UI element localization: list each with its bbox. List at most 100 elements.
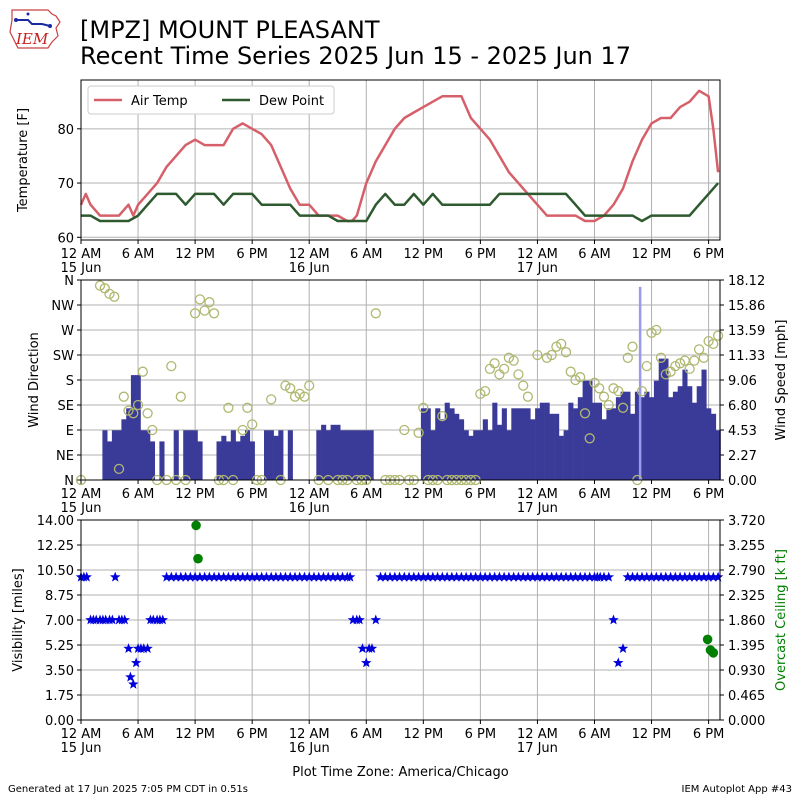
x-tick-label-vis: 6 AM xyxy=(578,727,611,742)
wind-speed-bar xyxy=(368,430,374,480)
visibility-point xyxy=(347,614,359,625)
wind-speed-bar xyxy=(592,402,598,480)
visibility-point xyxy=(170,571,182,582)
visibility-point xyxy=(532,571,543,582)
wind-speed-bar xyxy=(126,408,132,480)
visibility-point xyxy=(354,614,365,625)
y-tick-label-vis: 14.00 xyxy=(37,514,74,529)
x-tick-label-vis: 6 PM xyxy=(465,727,496,742)
visibility-point xyxy=(608,614,619,625)
visibility-point xyxy=(418,571,429,582)
visibility-point xyxy=(337,571,348,582)
wind-direction-point xyxy=(137,366,148,377)
visibility-point xyxy=(318,571,329,582)
wind-direction-point xyxy=(641,360,652,372)
wind-speed-bar xyxy=(335,424,341,480)
wind-direction-point xyxy=(532,349,543,361)
x-tick-label-wind: 12 PM xyxy=(403,487,443,502)
visibility-point xyxy=(123,643,134,653)
wind-speed-bar xyxy=(653,380,659,480)
x-axis-label: Plot Time Zone: America/Chicago xyxy=(292,765,508,780)
visibility-point xyxy=(361,657,372,668)
visibility-point xyxy=(427,571,439,582)
visibility-point xyxy=(213,571,225,582)
x-tick-label-vis: 12 PM xyxy=(175,727,215,742)
wind-direction-point xyxy=(484,363,496,375)
y2-tick-label-ceiling: 0.465 xyxy=(728,689,765,704)
legend-box xyxy=(87,85,335,115)
visibility-point xyxy=(646,571,657,582)
y2-tick-label-ceiling: 2.790 xyxy=(728,564,765,579)
wind-speed-bar xyxy=(111,430,117,480)
wind-direction-point xyxy=(560,347,572,358)
y2-tick-label-wind-speed: 6.80 xyxy=(728,399,757,414)
wind-speed-bar xyxy=(440,419,446,480)
wind-speed-bar xyxy=(696,386,702,480)
y2-tick-label-ceiling: 2.325 xyxy=(728,589,765,604)
wind-direction-point xyxy=(708,338,719,350)
visibility-point xyxy=(294,571,305,582)
y2-tick-label-ceiling: 3.720 xyxy=(728,514,765,529)
wind-speed-bar xyxy=(188,430,194,480)
visibility-point xyxy=(422,571,434,582)
wind-direction-point xyxy=(693,344,705,355)
x-tick-label-vis: 12 PM xyxy=(403,727,443,742)
wind-direction-point xyxy=(579,408,591,419)
y-tick-label-temp: 70 xyxy=(57,177,74,192)
x-tick-label-vis: 12 PM xyxy=(632,727,672,742)
wind-direction-point xyxy=(498,363,510,375)
visibility-point xyxy=(119,614,130,625)
wind-direction-point xyxy=(613,385,624,397)
wind-speed-bar xyxy=(183,430,189,480)
y-tick-label-wind-dir: N xyxy=(64,274,74,289)
wind-direction-point xyxy=(556,338,567,350)
wind-speed-bar xyxy=(325,430,331,480)
wind-speed-bar xyxy=(706,408,712,480)
x-tick-label-wind: 12 PM xyxy=(175,487,215,502)
visibility-point xyxy=(261,571,272,582)
wind-speed-bar xyxy=(121,419,127,480)
visibility-point xyxy=(366,643,378,653)
y-tick-label-vis: 8.75 xyxy=(45,589,74,604)
y-tick-label-wind-dir: SE xyxy=(58,399,74,414)
wind-direction-point xyxy=(684,363,695,375)
wind-speed-bar xyxy=(316,430,322,480)
y-tick-label-wind-dir: NE xyxy=(56,449,74,464)
wind-direction-point xyxy=(109,291,120,302)
visibility-point xyxy=(636,571,648,582)
wind-speed-bar xyxy=(173,430,179,480)
visibility-point xyxy=(130,657,142,668)
x-tick-label-temp: 6 AM xyxy=(578,247,611,262)
wind-direction-point xyxy=(204,297,215,308)
visibility-point xyxy=(232,571,244,582)
visibility-point xyxy=(185,571,196,582)
visibility-point xyxy=(494,571,505,582)
wind-direction-point xyxy=(370,308,381,319)
x-tick-label-temp: 6 AM xyxy=(122,247,155,262)
visibility-point xyxy=(384,571,396,582)
wind-speed-bar xyxy=(487,430,493,480)
wind-speed-bar xyxy=(649,397,655,480)
wind-speed-bar xyxy=(544,402,550,480)
visibility-point xyxy=(517,571,529,582)
visibility-point xyxy=(546,571,557,582)
x-tick-label-vis: 6 AM xyxy=(350,727,383,742)
x-tick-label-temp: 6 PM xyxy=(693,247,724,262)
wind-speed-bar xyxy=(102,430,108,480)
x-tick-label-temp: 12 AM xyxy=(289,247,330,262)
visibility-point xyxy=(403,571,415,582)
plot-frame-vis xyxy=(80,519,721,721)
visibility-point xyxy=(128,678,139,689)
footer-app: IEM Autoplot App #43 xyxy=(681,784,792,795)
wind-speed-bar xyxy=(463,430,469,480)
wind-speed-bar xyxy=(159,441,165,480)
visibility-point xyxy=(622,571,633,582)
wind-speed-bar xyxy=(506,430,512,480)
wind-direction-point xyxy=(128,408,139,419)
visibility-point xyxy=(484,571,496,582)
x-tick-sublabel-temp: 17 Jun xyxy=(517,261,558,276)
wind-direction-point xyxy=(513,369,524,380)
wind-speed-bar xyxy=(554,413,560,480)
visibility-point xyxy=(142,643,153,653)
wind-direction-point xyxy=(598,391,610,402)
